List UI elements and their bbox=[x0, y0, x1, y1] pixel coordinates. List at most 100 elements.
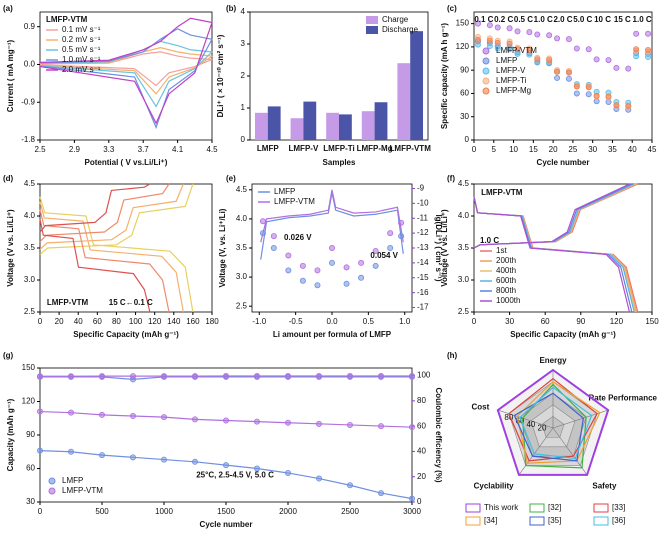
data-point bbox=[160, 456, 167, 463]
x-tick-label: 40 bbox=[628, 145, 637, 154]
x-axis-title: Specific Capacity (mAh g⁻¹) bbox=[510, 330, 616, 339]
rate-label: 0.5 C bbox=[514, 15, 533, 24]
data-point bbox=[514, 28, 521, 35]
legend-label: 600th bbox=[496, 276, 516, 285]
rate-label: 5.0 C bbox=[573, 15, 592, 24]
data-point bbox=[398, 233, 405, 240]
legend-title: LMFP-VTM bbox=[46, 15, 88, 24]
legend-swatch bbox=[48, 477, 56, 485]
y-tick-label: 2 bbox=[241, 71, 246, 80]
x-tick-label: 20 bbox=[549, 145, 558, 154]
data-point bbox=[284, 469, 291, 476]
data-point bbox=[372, 262, 379, 269]
x-tick-label: 140 bbox=[167, 317, 181, 326]
x-tick-label: 1500 bbox=[217, 507, 235, 516]
legend-label: 2.0 mV s⁻¹ bbox=[62, 65, 101, 74]
y2-tick-label: 80 bbox=[417, 396, 426, 405]
y-axis-title: Voltage (V, vs. Li⁺/Li) bbox=[218, 208, 227, 287]
data-point bbox=[129, 413, 136, 420]
y-axis-title: Voltage (V vs. Li/Li⁺) bbox=[440, 209, 449, 287]
radar-spoke bbox=[518, 427, 554, 476]
y-tick-label: 3.5 bbox=[458, 243, 470, 252]
legend-swatch bbox=[482, 87, 490, 95]
panel-label: (f) bbox=[447, 174, 455, 183]
annotation: 25°C, 2.5-4.5 V, 5.0 C bbox=[196, 470, 274, 479]
bar bbox=[339, 114, 352, 140]
y2-tick-label: -16 bbox=[417, 288, 429, 297]
legend-label: LMFP-VTM bbox=[496, 46, 537, 55]
y-tick-label: 3.0 bbox=[236, 272, 248, 281]
x-axis-title: Samples bbox=[323, 158, 356, 167]
y-tick-label: 2.5 bbox=[236, 301, 248, 310]
legend-label: 400th bbox=[496, 266, 516, 275]
data-point bbox=[565, 36, 572, 43]
x-tick-label: 40 bbox=[74, 317, 83, 326]
data-point bbox=[270, 244, 277, 251]
data-point bbox=[408, 424, 415, 431]
data-point bbox=[593, 92, 600, 99]
x-axis-title: Potential ( V vs.Li/Li⁺) bbox=[85, 158, 168, 167]
legend-swatch bbox=[465, 516, 481, 526]
data-point bbox=[343, 280, 350, 287]
annotation: LMFP-VTM bbox=[47, 298, 89, 307]
y2-tick-label: 100 bbox=[417, 371, 431, 380]
x-axis-title: Cycle number bbox=[537, 158, 590, 167]
y-tick-label: 3.5 bbox=[24, 243, 36, 252]
data-point bbox=[565, 69, 572, 76]
legend-label: 200th bbox=[496, 256, 516, 265]
legend-label: [32] bbox=[548, 503, 561, 512]
x-tick-label: 150 bbox=[645, 317, 659, 326]
legend-swatch bbox=[482, 77, 490, 85]
y-axis-title: Voltage (V vs. Li/Li⁺) bbox=[6, 209, 15, 287]
panel-label: (c) bbox=[447, 4, 457, 13]
y-axis-title: Specific capacity (mA h g⁻¹) bbox=[440, 23, 449, 130]
data-point bbox=[284, 419, 291, 426]
y2-tick-label: -12 bbox=[417, 228, 429, 237]
y-tick-label: 1 bbox=[241, 103, 246, 112]
data-point bbox=[554, 68, 561, 75]
data-point bbox=[222, 462, 229, 469]
data-point bbox=[160, 373, 167, 380]
data-point bbox=[526, 29, 533, 36]
data-point bbox=[645, 47, 652, 54]
radar-series bbox=[519, 386, 593, 460]
rate-label: 0.1 C bbox=[474, 15, 493, 24]
data-point bbox=[605, 93, 612, 100]
y-tick-label: 3 bbox=[241, 39, 246, 48]
data-point bbox=[68, 373, 75, 380]
data-point bbox=[554, 35, 561, 42]
x-tick-label: 15 bbox=[529, 145, 538, 154]
y2-tick-label: -14 bbox=[417, 258, 429, 267]
y-axis-title: DLi⁺ ( × 10⁻¹⁰ cm² s⁻¹) bbox=[216, 34, 225, 117]
data-point bbox=[554, 74, 561, 81]
radar-axis-label: Energy bbox=[539, 356, 567, 365]
panel-label: (e) bbox=[226, 174, 236, 183]
data-point bbox=[191, 458, 198, 465]
y-tick-label: 150 bbox=[22, 363, 36, 372]
legend-swatch bbox=[465, 503, 481, 513]
panel-label: (a) bbox=[3, 4, 13, 13]
legend-swatch bbox=[593, 503, 609, 513]
data-point bbox=[253, 418, 260, 425]
y-tick-label: 60 bbox=[460, 89, 469, 98]
legend-label: Charge bbox=[382, 15, 409, 24]
x-axis-title: Cycle number bbox=[200, 520, 253, 529]
data-point bbox=[605, 57, 612, 64]
plot-frame bbox=[39, 367, 413, 503]
x-tick-label: LMFP-Mg bbox=[357, 144, 393, 153]
y2-tick-label: -10 bbox=[417, 198, 429, 207]
rate-label: 1.0 C bbox=[633, 15, 652, 24]
y-tick-label: 120 bbox=[22, 397, 36, 406]
series-line bbox=[39, 28, 213, 130]
y2-tick-label: 60 bbox=[417, 421, 426, 430]
radar-axis-label: Cost bbox=[471, 402, 489, 411]
legend-label: 0.2 mV s⁻¹ bbox=[62, 35, 101, 44]
data-point bbox=[565, 75, 572, 82]
data-point bbox=[585, 84, 592, 91]
legend-label: 0.5 mV s⁻¹ bbox=[62, 45, 101, 54]
data-point bbox=[573, 90, 580, 97]
x-tick-label: 3.3 bbox=[103, 145, 115, 154]
legend-swatch bbox=[366, 26, 378, 34]
legend-swatch bbox=[529, 516, 545, 526]
rate-label: 1.0 C bbox=[534, 15, 553, 24]
